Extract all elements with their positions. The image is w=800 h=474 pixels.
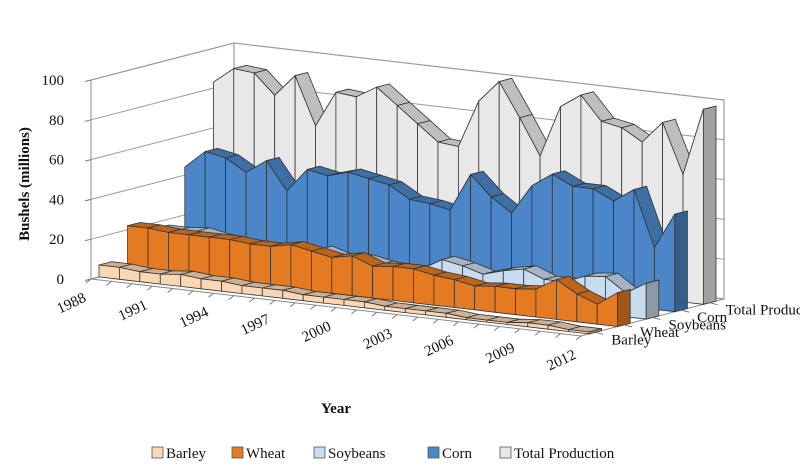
series-end-cap xyxy=(674,210,688,313)
y-axis-title: Bushels (millions) xyxy=(17,127,33,241)
data-point-wheat-2006 xyxy=(494,285,516,316)
series-end-cap xyxy=(588,328,602,335)
legend-label: Wheat xyxy=(246,446,286,462)
x-tick-mark xyxy=(289,302,296,308)
x-tick-mark xyxy=(575,335,582,341)
x-tick-mark xyxy=(412,316,418,322)
data-point-barley-1988 xyxy=(98,264,120,280)
data-point-wheat-1993 xyxy=(229,239,251,285)
series-end-cap xyxy=(645,279,660,320)
x-tick-mark xyxy=(187,290,194,296)
depth-tick-mark xyxy=(595,331,604,335)
x-tick-mark xyxy=(228,295,235,301)
x-tick-mark xyxy=(494,326,500,331)
data-point-barley-1991 xyxy=(159,273,182,287)
x-tick-label: 1988 xyxy=(55,290,89,317)
x-tick-label: 2003 xyxy=(361,326,395,353)
y-tick-label: 100 xyxy=(42,73,65,89)
data-point-wheat-2001 xyxy=(392,266,414,304)
depth-tick-label: Barley xyxy=(611,332,651,348)
depth-tick-mark xyxy=(680,309,690,313)
data-point-barley-1993 xyxy=(200,278,222,292)
legend-label: Total Production xyxy=(514,446,615,462)
x-tick-mark xyxy=(106,280,112,286)
x-tick-mark xyxy=(391,314,398,320)
x-tick-label: 2000 xyxy=(300,319,334,346)
series-end-cap xyxy=(617,288,631,328)
data-point-wheat-2000 xyxy=(372,265,394,301)
series-barley xyxy=(98,261,602,335)
x-tick-label: 2012 xyxy=(545,347,579,374)
x-tick-mark xyxy=(473,323,480,329)
x-tick-mark xyxy=(555,333,561,339)
legend: Barley Wheat Soybeans Corn Total Production xyxy=(151,446,615,462)
data-point-wheat-1995 xyxy=(270,244,292,289)
depth-tick-label: Total Production xyxy=(726,303,800,319)
x-axis-title: Year xyxy=(321,401,351,417)
legend-label: Corn xyxy=(442,446,473,462)
y-tick-mark xyxy=(84,79,92,82)
x-tick-mark xyxy=(310,304,316,310)
series-wheat xyxy=(127,222,631,328)
x-tick-mark xyxy=(330,307,337,312)
y-tick-mark xyxy=(84,159,92,162)
data-point-wheat-1992 xyxy=(208,236,231,282)
x-tick-mark xyxy=(514,328,521,334)
x-tick-mark xyxy=(432,318,439,324)
y-tick-label: 80 xyxy=(49,113,64,129)
y-tick-label: 40 xyxy=(49,192,64,208)
data-point-barley-1990 xyxy=(139,271,161,285)
series-end-cap xyxy=(703,105,717,305)
x-tick-mark xyxy=(85,278,92,284)
data-point-wheat-1990 xyxy=(167,232,190,278)
x-tick-mark xyxy=(249,297,255,303)
depth-tick-mark xyxy=(652,317,661,320)
data-point-wheat-1996 xyxy=(290,244,312,292)
depth-tick-label: Soybeans xyxy=(669,318,727,334)
x-tick-label: 1994 xyxy=(177,304,211,331)
legend-label: Soybeans xyxy=(328,446,386,462)
y-tick-label: 0 xyxy=(57,272,65,288)
legend-swatch xyxy=(313,446,326,459)
x-tick-label: 1997 xyxy=(238,311,272,338)
depth-tick-mark xyxy=(709,302,718,306)
data-point-wheat-2007 xyxy=(515,288,537,318)
data-point-wheat-2003 xyxy=(433,274,455,308)
gridline xyxy=(90,42,725,101)
legend-swatch xyxy=(499,446,512,459)
x-tick-label: 2009 xyxy=(483,340,517,367)
data-point-wheat-2002 xyxy=(412,268,435,306)
depth-tick-mark xyxy=(623,324,633,328)
x-tick-mark xyxy=(534,330,541,336)
depth-tick-label: Wheat xyxy=(640,325,680,341)
x-tick-mark xyxy=(208,292,214,298)
legend-swatch xyxy=(427,446,440,459)
y-tick-mark xyxy=(84,198,92,202)
legend-swatch xyxy=(151,446,164,459)
depth-tick-label: Corn xyxy=(697,310,728,326)
x-tick-mark xyxy=(453,321,459,327)
data-point-wheat-1998 xyxy=(331,255,353,297)
data-point-wheat-1989 xyxy=(147,227,169,275)
x-tick-label: 2006 xyxy=(422,333,456,360)
y-tick-mark xyxy=(84,119,92,122)
x-tick-mark xyxy=(167,288,173,293)
data-point-wheat-1997 xyxy=(310,250,333,294)
x-tick-label: 1991 xyxy=(116,297,150,324)
x-tick-mark xyxy=(269,299,276,305)
x-tick-mark xyxy=(371,311,378,317)
data-point-wheat-2005 xyxy=(474,285,496,313)
y-tick-label: 60 xyxy=(49,153,64,169)
series-layer xyxy=(98,65,717,335)
x-tick-mark xyxy=(146,285,153,291)
y-tick-label: 20 xyxy=(49,232,64,248)
legend-swatch xyxy=(231,446,244,459)
data-point-wheat-1994 xyxy=(249,243,271,287)
x-tick-mark xyxy=(126,283,133,289)
data-point-barley-2008 xyxy=(506,321,529,328)
x-tick-mark xyxy=(351,309,357,315)
y-tick-mark xyxy=(84,238,92,242)
legend-label: Barley xyxy=(166,446,206,462)
